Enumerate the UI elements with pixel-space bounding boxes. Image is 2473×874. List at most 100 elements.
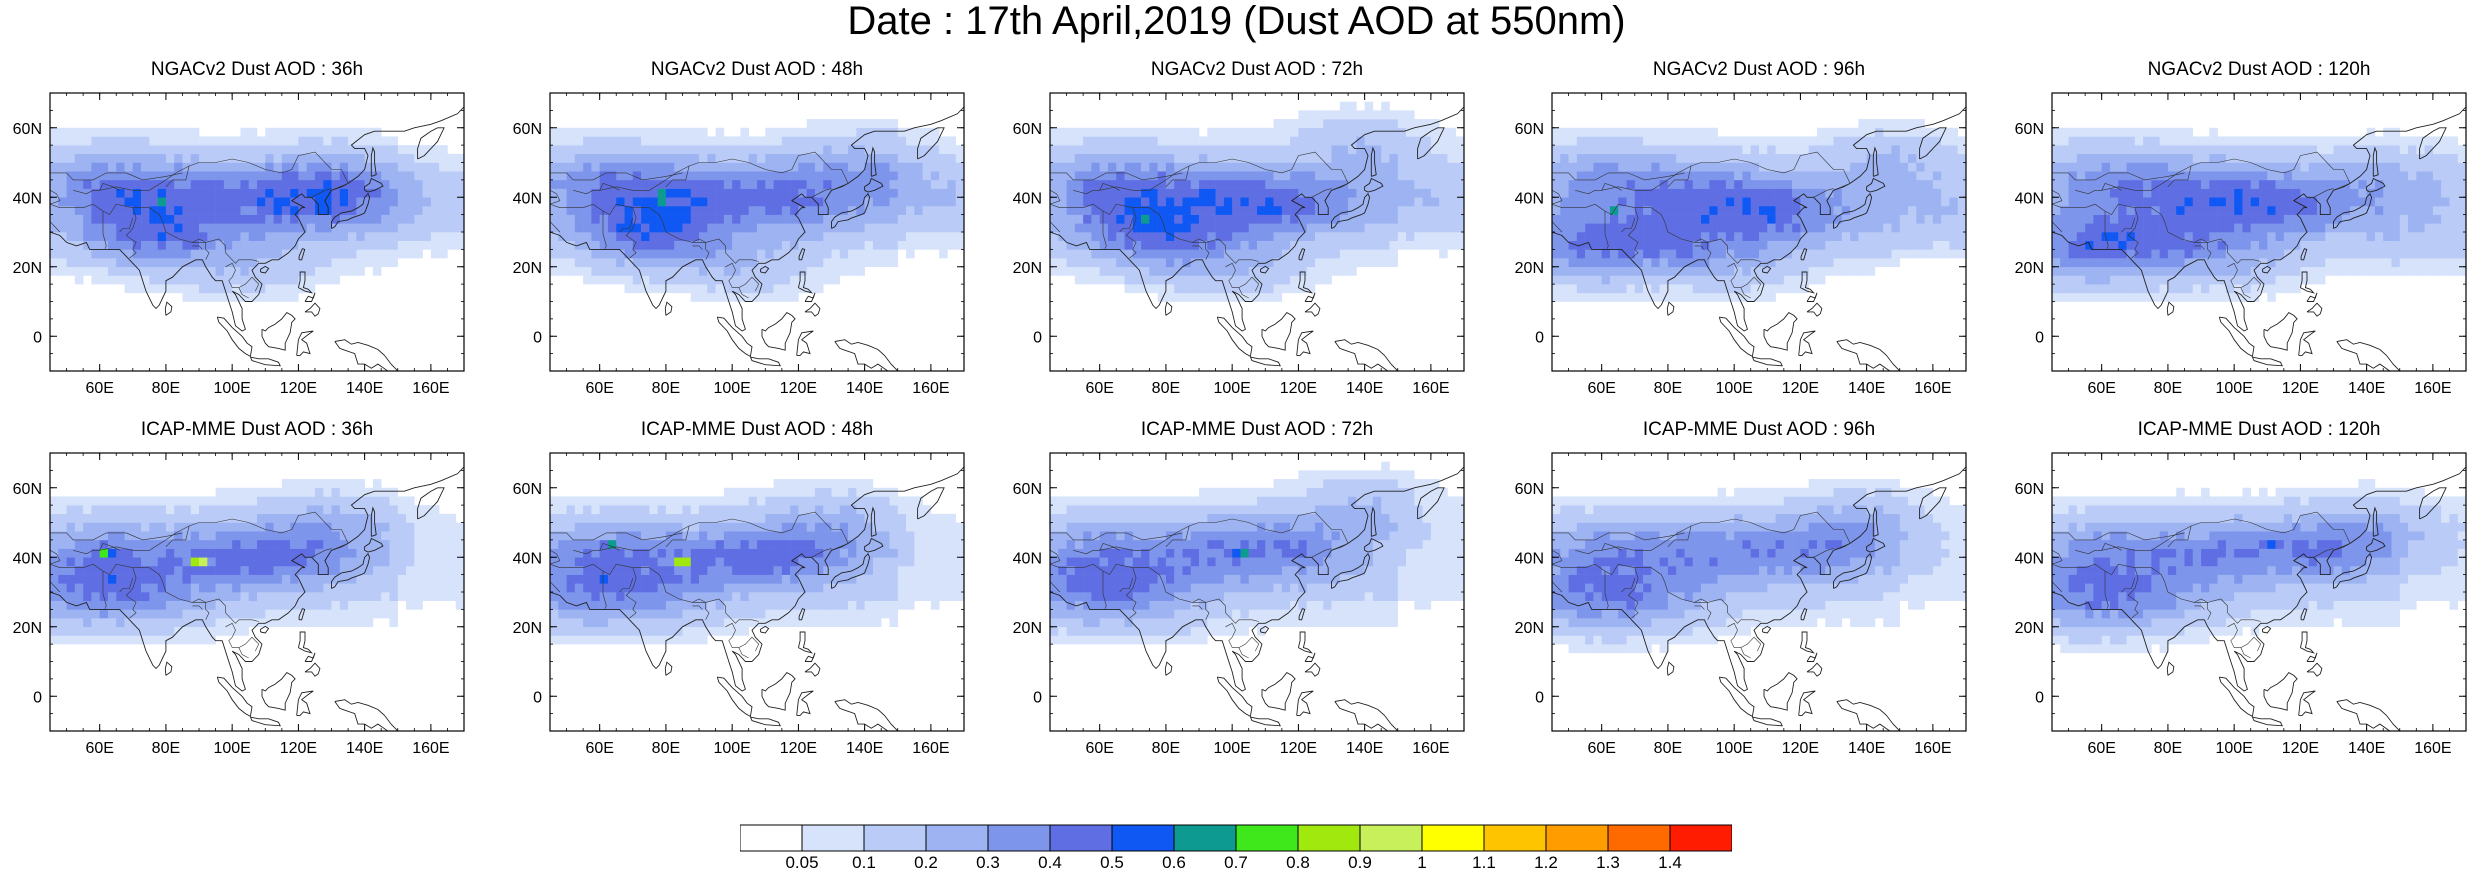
colorbar-swatch (1297, 824, 1361, 852)
map-plot: 60N 40N 20N 0 60E 80E 100E 120E 140E 160E (1515, 92, 1967, 397)
coastlines (50, 106, 464, 371)
lon-tick-label: 160E (412, 380, 449, 397)
lon-tick-label: 160E (912, 740, 949, 757)
lon-tick-label: 100E (713, 740, 750, 757)
panel-title: ICAP-MME Dust AOD : 96h (1642, 419, 1876, 440)
lon-tick-label: 100E (2215, 380, 2252, 397)
coastlines (1050, 466, 1464, 731)
lon-tick-label: 160E (1412, 380, 1449, 397)
aod-field (1552, 479, 1966, 654)
lon-tick-label: 100E (1715, 380, 1752, 397)
lon-tick-label: 80E (1152, 740, 1180, 757)
aod-field (50, 479, 464, 645)
panel-title: NGACv2 Dust AOD : 120h (2147, 59, 2371, 80)
colorbar-swatch (1235, 824, 1299, 852)
lat-tick-label: 40N (13, 550, 42, 567)
lon-tick-label: 60E (585, 380, 613, 397)
lon-tick-label: 120E (780, 740, 817, 757)
lat-tick-label: 40N (1515, 550, 1544, 567)
colorbar-swatch (1111, 824, 1175, 852)
lat-tick-label: 20N (1515, 620, 1544, 637)
lon-tick-label: 60E (1587, 380, 1615, 397)
colorbar-swatch (1421, 824, 1485, 852)
colorbar-swatch (739, 824, 803, 852)
colorbar-swatch (1173, 824, 1237, 852)
map-plot: 60N 40N 20N 0 60E 80E 100E 120E 140E 160E (13, 92, 465, 397)
lon-tick-label: 120E (2282, 380, 2319, 397)
map-plot: 60N 40N 20N 0 60E 80E 100E 120E 140E 160E (1013, 92, 1465, 397)
map-plot: 60N 40N 20N 0 60E 80E 100E 120E 140E 160E (13, 452, 465, 757)
map-panel: ICAP-MME Dust AOD : 48h 60N 40N 20N 0 60E 80E 1… (500, 419, 1000, 769)
lon-tick-label: 140E (346, 380, 383, 397)
colorbar-swatch (1545, 824, 1609, 852)
lon-tick-label: 60E (2087, 740, 2115, 757)
lon-tick-label: 160E (1914, 380, 1951, 397)
colorbar-swatch (1359, 824, 1423, 852)
colorbar-tick-label: 0.9 (1348, 853, 1372, 872)
colorbar-tick-label: 0.8 (1286, 853, 1310, 872)
lon-tick-label: 60E (85, 740, 113, 757)
lon-tick-label: 80E (152, 740, 180, 757)
lon-tick-label: 160E (412, 740, 449, 757)
panel-title: ICAP-MME Dust AOD : 48h (640, 419, 874, 440)
lon-tick-label: 60E (1085, 740, 1113, 757)
lat-tick-label: 40N (1515, 190, 1544, 207)
colorbar-tick-label: 1 (1417, 853, 1427, 872)
lon-tick-label: 80E (2154, 740, 2182, 757)
colorbar-tick-label: 1.1 (1472, 853, 1496, 872)
figure-title: Date : 17th April,2019 (Dust AOD at 550n… (847, 0, 1626, 43)
lat-tick-label: 60N (513, 481, 542, 498)
lon-tick-label: 140E (1346, 380, 1383, 397)
lon-tick-label: 120E (780, 380, 817, 397)
lon-tick-label: 120E (280, 380, 317, 397)
coastlines (2052, 466, 2466, 731)
lat-tick-label: 60N (1013, 481, 1042, 498)
lon-tick-label: 80E (1654, 740, 1682, 757)
colorbar-swatch (987, 824, 1051, 852)
lat-tick-label: 0 (33, 329, 42, 346)
panel-title: NGACv2 Dust AOD : 72h (1150, 59, 1364, 80)
colorbar-tick-label: 0.4 (1038, 853, 1062, 872)
lat-tick-label: 20N (1013, 620, 1042, 637)
panel-title: ICAP-MME Dust AOD : 120h (2137, 419, 2381, 440)
lon-tick-label: 140E (1848, 740, 1885, 757)
lon-tick-label: 140E (2348, 380, 2385, 397)
lon-tick-label: 100E (1715, 740, 1752, 757)
aod-field (1050, 101, 1464, 302)
coastlines (1552, 466, 1966, 731)
lat-tick-label: 20N (2015, 620, 2044, 637)
colorbar-swatch (1669, 824, 1733, 852)
lon-tick-label: 100E (213, 740, 250, 757)
colorbar-tick-label: 0.7 (1224, 853, 1248, 872)
lat-tick-label: 60N (1515, 121, 1544, 138)
lat-tick-label: 0 (2035, 689, 2044, 706)
map-panel: ICAP-MME Dust AOD : 36h 60N 40N 20N 0 60E 80E 1… (0, 419, 500, 769)
lat-tick-label: 20N (1515, 260, 1544, 277)
lon-tick-label: 60E (585, 740, 613, 757)
coastlines (550, 466, 964, 731)
lat-tick-label: 0 (533, 329, 542, 346)
panel-title: NGACv2 Dust AOD : 48h (650, 59, 864, 80)
lon-tick-label: 160E (912, 380, 949, 397)
lon-tick-label: 60E (85, 380, 113, 397)
lon-tick-label: 120E (1280, 740, 1317, 757)
lat-tick-label: 20N (13, 260, 42, 277)
lat-tick-label: 0 (533, 689, 542, 706)
lon-tick-label: 120E (280, 740, 317, 757)
aod-field (50, 127, 464, 302)
map-panel: NGACv2 Dust AOD : 48h 60N 40N 20N 0 60E 80E 100… (500, 59, 1000, 409)
lon-tick-label: 120E (1782, 380, 1819, 397)
lon-tick-label: 140E (1848, 380, 1885, 397)
lon-tick-label: 80E (152, 380, 180, 397)
colorbar-swatch (1483, 824, 1547, 852)
lon-tick-label: 100E (713, 380, 750, 397)
aod-field (2052, 479, 2466, 654)
map-panel: ICAP-MME Dust AOD : 96h 60N 40N 20N 0 60E 80E 1… (1502, 419, 2002, 769)
colorbar-tick-label: 0.6 (1162, 853, 1186, 872)
colorbar-swatch (925, 824, 989, 852)
lat-tick-label: 40N (2015, 550, 2044, 567)
map-panel: ICAP-MME Dust AOD : 72h 60N 40N 20N 0 60E 80E 1… (1000, 419, 1500, 769)
lat-tick-label: 0 (1033, 689, 1042, 706)
map-panel: ICAP-MME Dust AOD : 120h 60N 40N 20N 0 60E 80E… (2002, 419, 2473, 769)
